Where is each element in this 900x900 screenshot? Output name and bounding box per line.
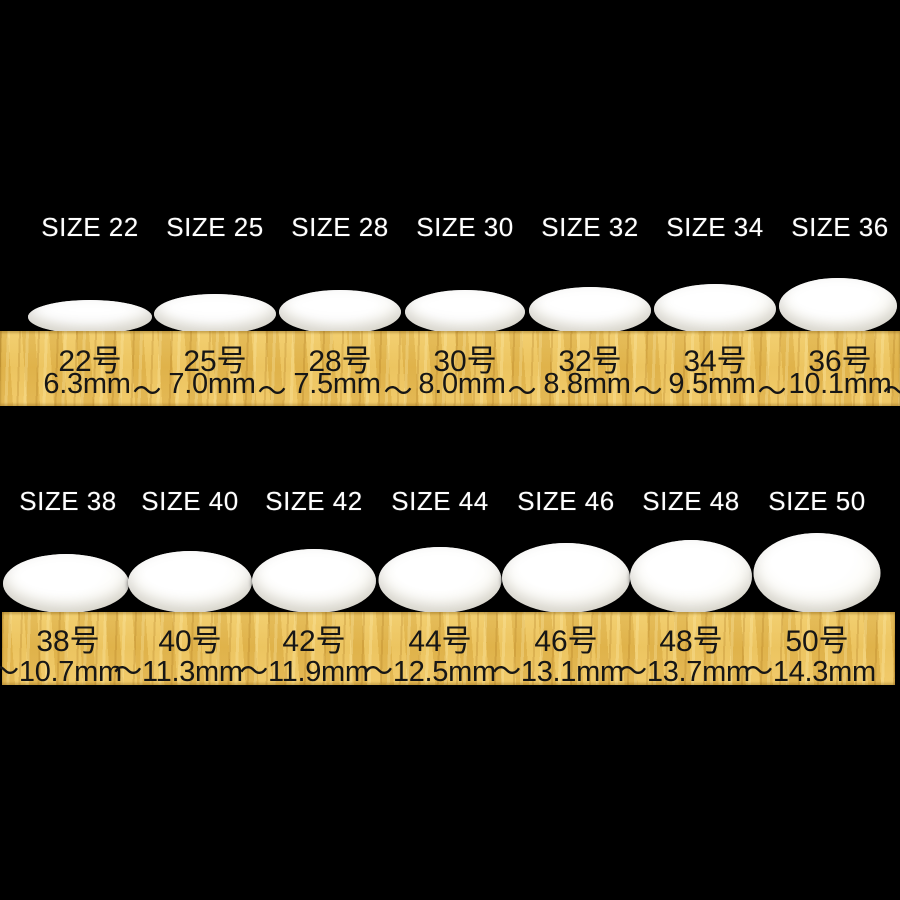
- tilde-separator: ～: [132, 376, 162, 408]
- mm-value-40: ～11.3mm: [113, 656, 243, 688]
- tilde-separator: ～: [257, 376, 287, 408]
- mm-value-38: ～10.7mm: [0, 656, 122, 688]
- size-label-44: SIZE 44: [391, 486, 489, 516]
- mm-value-34: 9.5mm: [668, 368, 756, 400]
- mm-value-42: ～11.9mm: [239, 656, 369, 688]
- tilde-separator: ～: [507, 376, 537, 408]
- wood-band-row-1: [0, 331, 900, 406]
- go-stone-photo-size-46: [502, 543, 630, 613]
- go-stone-photo-size-34: [654, 284, 776, 334]
- gou-label-25: 25号: [183, 345, 247, 378]
- size-label-46: SIZE 46: [517, 486, 615, 516]
- gou-label-34: 34号: [683, 345, 747, 378]
- mm-value-44: ～12.5mm: [364, 656, 496, 688]
- gou-label-22: 22号: [58, 345, 122, 378]
- go-stone-photo-size-40: [128, 551, 252, 613]
- gou-label-38: 38号: [36, 625, 100, 658]
- wood-band-row-2: [2, 612, 895, 685]
- size-label-25: SIZE 25: [166, 212, 264, 242]
- mm-value-22: 6.3mm: [43, 368, 131, 400]
- gou-label-50: 50号: [785, 625, 849, 658]
- gou-label-28: 28号: [308, 345, 372, 378]
- size-label-40: SIZE 40: [141, 486, 239, 516]
- go-stone-photo-size-50: [753, 533, 881, 613]
- gou-label-32: 32号: [558, 345, 622, 378]
- size-label-36: SIZE 36: [791, 212, 889, 242]
- gou-label-30: 30号: [433, 345, 497, 378]
- go-stone-photo-size-32: [529, 287, 651, 334]
- size-label-22: SIZE 22: [41, 212, 139, 242]
- go-stone-photo-size-42: [252, 549, 376, 613]
- size-label-50: SIZE 50: [768, 486, 866, 516]
- size-label-48: SIZE 48: [642, 486, 740, 516]
- mm-value-36: 10.1mm: [788, 368, 892, 400]
- size-label-28: SIZE 28: [291, 212, 389, 242]
- gou-label-46: 46号: [534, 625, 598, 658]
- mm-value-25: 7.0mm: [168, 368, 256, 400]
- mm-value-30: 8.0mm: [418, 368, 506, 400]
- go-stone-photo-size-28: [279, 290, 401, 334]
- go-stone-photo-size-25: [154, 294, 276, 334]
- go-stone-photo-size-36: [779, 278, 897, 334]
- tilde-separator: ～: [757, 376, 787, 408]
- tilde-separator: ～: [633, 376, 663, 408]
- tilde-separator: ～: [882, 376, 900, 408]
- size-label-42: SIZE 42: [265, 486, 363, 516]
- gou-label-40: 40号: [158, 625, 222, 658]
- go-stone-photo-size-38: [3, 554, 129, 613]
- mm-value-28: 7.5mm: [293, 368, 381, 400]
- mm-value-46: ～13.1mm: [492, 656, 624, 688]
- size-label-34: SIZE 34: [666, 212, 764, 242]
- gou-label-36: 36号: [808, 345, 872, 378]
- size-label-30: SIZE 30: [416, 212, 514, 242]
- tilde-separator: ～: [383, 376, 413, 408]
- size-label-32: SIZE 32: [541, 212, 639, 242]
- size-label-38: SIZE 38: [19, 486, 117, 516]
- go-stone-photo-size-22: [28, 300, 152, 334]
- go-stone-photo-size-48: [630, 540, 752, 613]
- gou-label-42: 42号: [282, 625, 346, 658]
- go-stone-photo-size-44: [378, 547, 502, 613]
- gou-label-48: 48号: [659, 625, 723, 658]
- go-stone-photo-size-30: [405, 290, 525, 334]
- mm-value-50: ～14.3mm: [744, 656, 876, 688]
- mm-value-32: 8.8mm: [543, 368, 631, 400]
- mm-value-48: ～13.7mm: [618, 656, 750, 688]
- gou-label-44: 44号: [408, 625, 472, 658]
